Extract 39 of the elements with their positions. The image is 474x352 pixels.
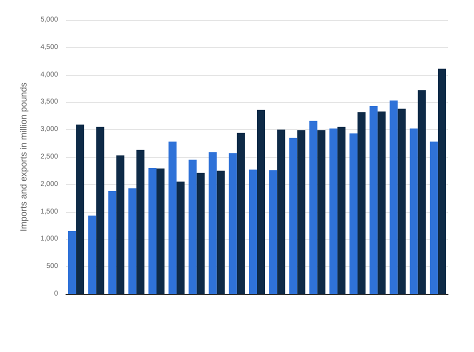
bar — [277, 130, 286, 294]
bar — [370, 106, 378, 294]
bar — [208, 152, 217, 294]
bar — [358, 112, 366, 294]
bar — [96, 126, 104, 294]
bar — [116, 155, 124, 294]
bar — [438, 68, 446, 294]
bar — [269, 170, 278, 294]
bar — [317, 130, 326, 294]
bar — [430, 142, 438, 294]
bar — [289, 138, 298, 294]
bar — [168, 142, 177, 294]
bar — [188, 160, 197, 294]
bar — [297, 130, 306, 294]
bar — [390, 100, 398, 294]
bar — [108, 190, 116, 294]
bar — [136, 150, 144, 294]
bar — [337, 126, 346, 294]
bar — [176, 182, 185, 294]
bar — [128, 188, 136, 294]
bar — [76, 124, 84, 294]
bar — [196, 172, 205, 294]
bar — [410, 128, 418, 294]
bar — [156, 168, 165, 294]
bar — [236, 132, 245, 294]
bar — [257, 110, 266, 294]
y-axis-title: Imports and exports in million pounds — [18, 82, 28, 232]
bar — [68, 230, 76, 294]
bar — [398, 108, 406, 294]
bar — [248, 170, 257, 294]
bar — [148, 168, 156, 294]
bar — [88, 216, 96, 294]
bar — [309, 120, 318, 294]
bar — [378, 112, 386, 294]
bar — [216, 170, 225, 294]
bar — [228, 153, 237, 294]
bar — [329, 128, 338, 294]
bar — [349, 133, 358, 294]
bar — [418, 90, 426, 294]
